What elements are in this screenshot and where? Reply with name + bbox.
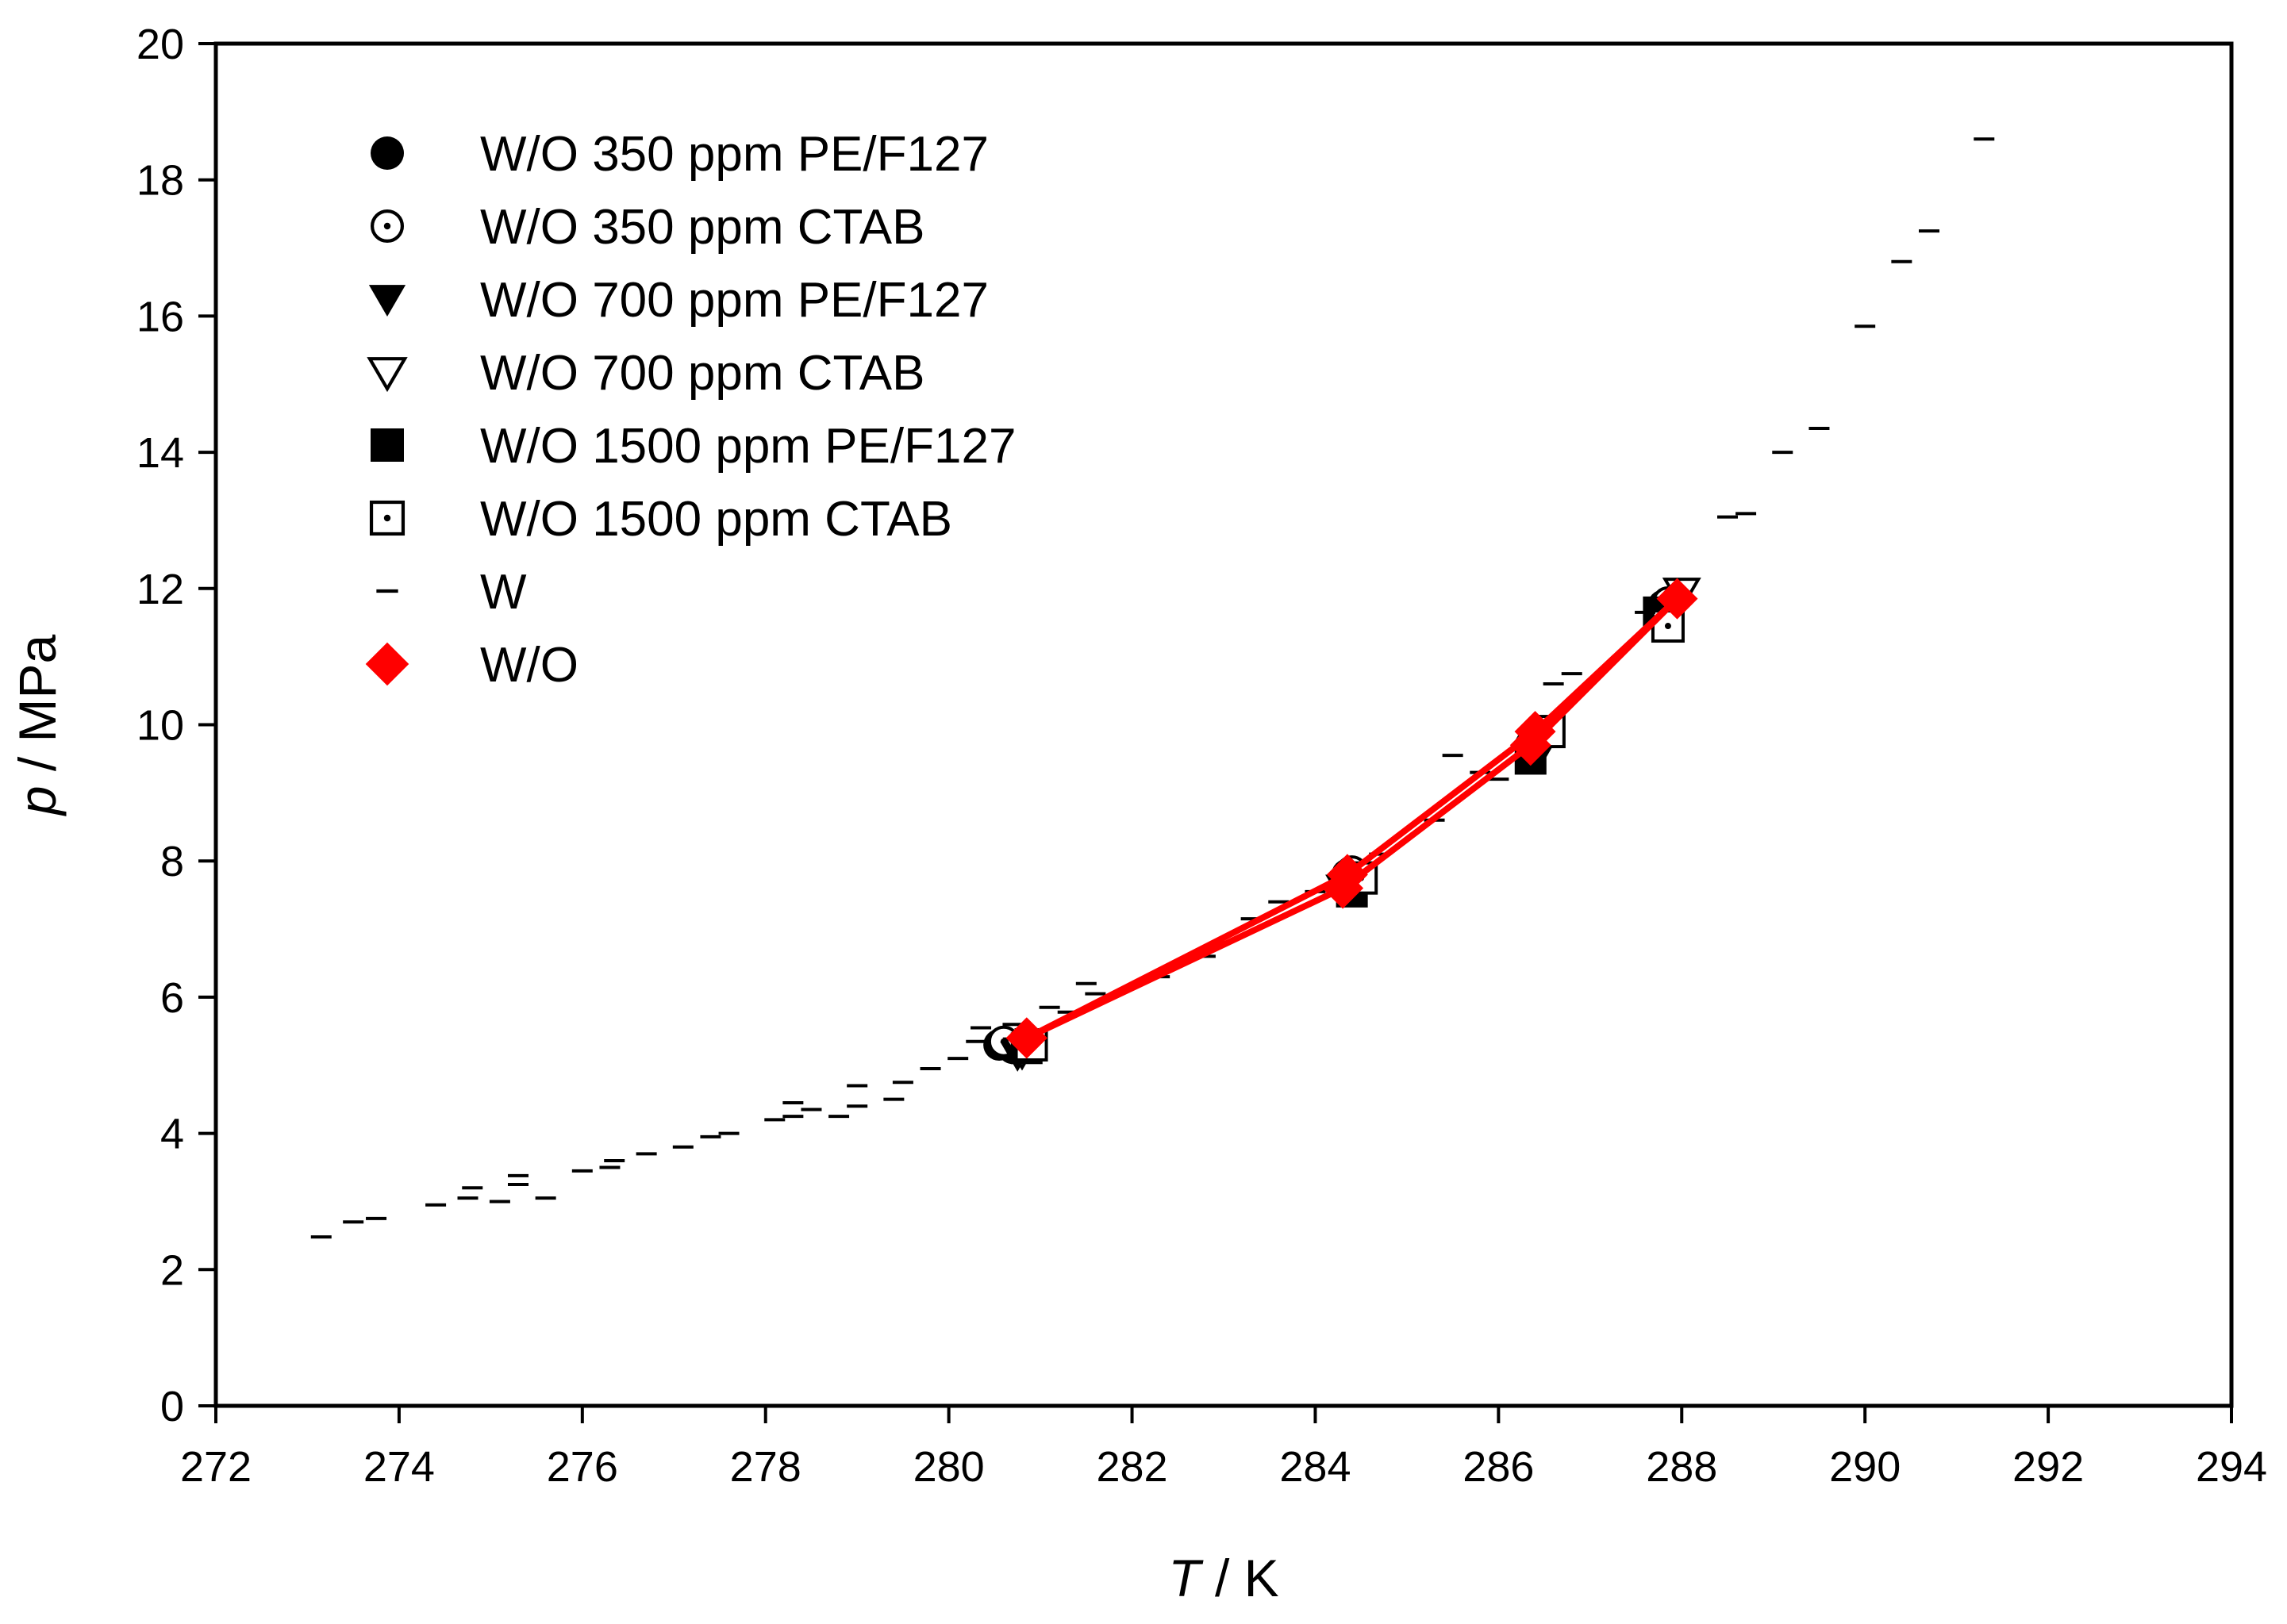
x-tick-label: 280	[913, 1443, 985, 1491]
legend-entry: W/O 700 ppm PE/F127	[368, 273, 989, 328]
legend-label: W/O 1500 ppm CTAB	[480, 492, 952, 547]
legend-entry: W/O	[365, 638, 578, 693]
x-tick-label: 290	[1829, 1443, 1901, 1491]
y-tick-label: 6	[160, 974, 184, 1022]
y-tick-label: 10	[136, 702, 184, 750]
legend-label: W/O 700 ppm CTAB	[480, 346, 924, 401]
x-tick-label: 288	[1646, 1443, 1717, 1491]
legend-marker	[369, 500, 406, 536]
series-layer	[310, 137, 1995, 1239]
y-tick-label: 12	[136, 566, 184, 613]
x-axis-variable: T	[1168, 1549, 1204, 1607]
square-dot	[383, 514, 391, 522]
data-point	[1509, 724, 1551, 766]
x-axis: 272 274 276 278 280 282 284 286 288 290 292 294	[180, 1406, 2267, 1491]
legend-entry: W/O 1500 ppm CTAB	[369, 492, 952, 547]
y-axis: 0 2 4 6 8 10 12 14 16 18 20	[136, 21, 216, 1430]
series-line	[1024, 595, 1681, 1042]
y-tick-label: 14	[136, 429, 184, 477]
x-tick-label: 284	[1279, 1443, 1351, 1491]
legend-entry: W/O 350 ppm CTAB	[371, 200, 924, 255]
x-tick-label: 278	[730, 1443, 801, 1491]
legend-entry: W/O 1500 ppm PE/F127	[371, 419, 1016, 474]
legend-label: W	[480, 565, 527, 620]
y-axis-title: p / MPa	[8, 634, 67, 816]
y-tick-label: 8	[160, 838, 184, 885]
y-tick-label: 20	[136, 21, 184, 68]
y-tick-label: 18	[136, 157, 184, 205]
legend-label: W/O 700 ppm PE/F127	[480, 273, 989, 328]
legend-entry: W	[376, 565, 527, 620]
circle-dot	[383, 222, 391, 230]
y-tick-label: 0	[160, 1383, 184, 1430]
square-dot	[1664, 623, 1671, 630]
data-point	[1322, 867, 1364, 909]
y-axis-unit: / MPa	[8, 634, 67, 785]
legend-label: W/O 350 ppm CTAB	[480, 200, 924, 255]
x-tick-label: 286	[1463, 1443, 1534, 1491]
data-point	[1005, 1017, 1047, 1059]
x-tick-label: 276	[547, 1443, 618, 1491]
x-axis-title: T / K	[1168, 1549, 1278, 1607]
x-tick-label: 292	[2012, 1443, 2084, 1491]
y-tick-label: 16	[136, 293, 184, 340]
legend-label: W/O 1500 ppm PE/F127	[480, 419, 1016, 474]
series-1	[987, 585, 1684, 1058]
legend-marker	[365, 642, 409, 686]
x-tick-label: 282	[1096, 1443, 1167, 1491]
data-point	[1656, 578, 1698, 620]
x-tick-label: 272	[180, 1443, 252, 1491]
legend: W/O 350 ppm PE/F127 W/O 350 ppm CTAB W/O 7…	[365, 127, 1016, 693]
legend-entry: W/O 700 ppm CTAB	[367, 346, 924, 401]
legend-label: W/O	[480, 638, 578, 693]
y-tick-label: 2	[160, 1246, 184, 1294]
series-7	[1005, 578, 1698, 1059]
legend-marker	[367, 357, 408, 393]
legend-label: W/O 350 ppm PE/F127	[480, 127, 989, 182]
legend-marker	[371, 136, 404, 170]
plot-area: 272 274 276 278 280 282 284 286 288 290 292 294 0 2 4…	[136, 21, 2267, 1491]
x-axis-unit: / K	[1201, 1549, 1279, 1607]
x-tick-label: 294	[2196, 1443, 2267, 1491]
y-tick-label: 4	[160, 1111, 184, 1158]
legend-marker	[368, 285, 406, 317]
legend-marker	[371, 428, 404, 462]
legend-marker	[371, 209, 405, 244]
legend-entry: W/O 350 ppm PE/F127	[371, 127, 989, 182]
x-tick-label: 274	[363, 1443, 435, 1491]
y-axis-variable: p	[8, 786, 67, 817]
